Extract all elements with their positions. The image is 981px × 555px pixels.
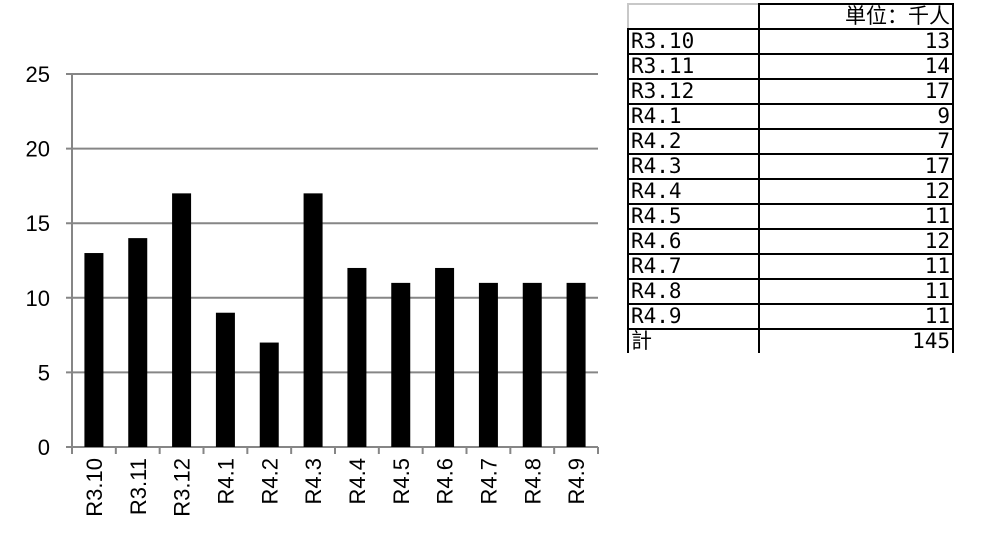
- bar: [259, 342, 279, 447]
- y-tick-label: 25: [26, 62, 50, 87]
- table-row: R4.5 11: [627, 203, 954, 230]
- row-value: 14: [758, 53, 954, 80]
- bar-chart: 0 5 10 15 20 25 R3.10 R3.11 R3.12 R4.1 R4.2 R4.3 R4.…: [26, 62, 599, 517]
- bar: [347, 267, 367, 447]
- x-tick-label: R4.7: [476, 458, 501, 504]
- row-label: R4.6: [627, 228, 760, 255]
- row-label: R4.4: [627, 178, 760, 205]
- y-tick-label: 0: [38, 435, 50, 460]
- table-row: R4.9 11: [627, 303, 954, 330]
- total-value: 145: [758, 328, 954, 353]
- table-row: R4.6 12: [627, 228, 954, 255]
- x-tick-label: R4.4: [345, 458, 370, 504]
- bar: [478, 282, 498, 447]
- row-label: R3.11: [627, 53, 760, 80]
- bar: [435, 267, 455, 447]
- bar: [522, 282, 542, 447]
- chart-svg: 0 5 10 15 20 25 R3.10 R3.11 R3.12 R4.1 R4.2 R4.3 R4.…: [26, 62, 599, 517]
- x-tick-label: R4.9: [564, 458, 589, 504]
- table-row: R4.8 11: [627, 278, 954, 305]
- table-header-empty-cell: [627, 3, 760, 30]
- row-label: R4.9: [627, 303, 760, 330]
- row-label: R4.2: [627, 128, 760, 155]
- y-tick-label: 10: [26, 286, 50, 311]
- row-value: 12: [758, 178, 954, 205]
- table-row: R3.11 14: [627, 53, 954, 80]
- x-tick-label: R4.3: [301, 458, 326, 504]
- x-tick-label: R4.6: [433, 458, 458, 504]
- x-tick-label: R4.2: [257, 458, 282, 504]
- row-label: R4.8: [627, 278, 760, 305]
- total-label: 計: [627, 328, 760, 353]
- y-tick-label: 15: [26, 211, 50, 236]
- row-value: 17: [758, 153, 954, 180]
- bar: [128, 238, 148, 447]
- unit-label: 単位：千人: [758, 3, 954, 30]
- row-value: 11: [758, 278, 954, 305]
- row-value: 9: [758, 103, 954, 130]
- row-label: R4.1: [627, 103, 760, 130]
- table-row: R4.7 11: [627, 253, 954, 280]
- row-value: 11: [758, 303, 954, 330]
- bar: [303, 193, 323, 447]
- table-row: R4.4 12: [627, 178, 954, 205]
- x-tick-label: R4.5: [389, 458, 414, 504]
- table-row: R3.12 17: [627, 78, 954, 105]
- row-value: 11: [758, 253, 954, 280]
- bar: [172, 193, 192, 447]
- x-tick-label: R4.8: [520, 458, 545, 504]
- x-tick-label: R3.11: [126, 458, 151, 515]
- row-value: 13: [758, 28, 954, 55]
- y-tick-label: 20: [26, 137, 50, 162]
- data-table: 単位：千人 R3.10 13 R3.11 14 R3.12 17 R4.1 9 R4.2 7 R4.…: [627, 3, 954, 353]
- row-label: R3.12: [627, 78, 760, 105]
- bar: [84, 253, 104, 447]
- table-row: R3.10 13: [627, 28, 954, 55]
- bar: [391, 282, 411, 447]
- x-tick-label: R3.10: [82, 458, 107, 517]
- y-tick-label: 5: [38, 360, 50, 385]
- row-value: 17: [758, 78, 954, 105]
- row-value: 7: [758, 128, 954, 155]
- table-row: R4.3 17: [627, 153, 954, 180]
- row-value: 12: [758, 228, 954, 255]
- table-row: R4.1 9: [627, 103, 954, 130]
- bar: [215, 312, 235, 447]
- row-label: R4.5: [627, 203, 760, 230]
- row-label: R4.7: [627, 253, 760, 280]
- row-label: R4.3: [627, 153, 760, 180]
- row-label: R3.10: [627, 28, 760, 55]
- x-tick-label: R4.1: [213, 458, 238, 504]
- total-row: 計 145: [627, 328, 954, 353]
- row-value: 11: [758, 203, 954, 230]
- table-header-row: 単位：千人: [627, 3, 954, 30]
- bar: [566, 282, 586, 447]
- table-row: R4.2 7: [627, 128, 954, 155]
- x-tick-label: R3.12: [170, 458, 195, 517]
